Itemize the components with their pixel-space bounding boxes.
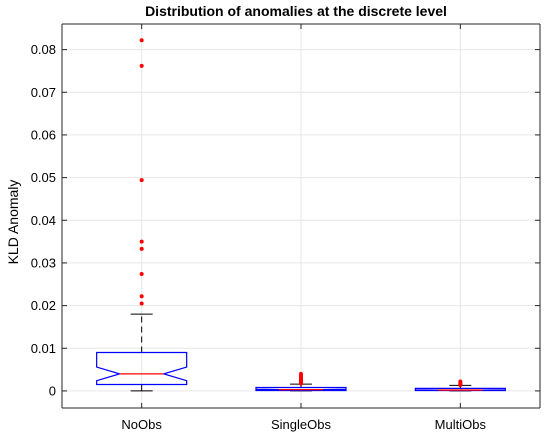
y-tick-label: 0.08: [31, 42, 56, 57]
outlier-point: [139, 178, 144, 183]
outlier-point: [458, 382, 463, 387]
grid-lines: [62, 24, 540, 408]
box-body: [414, 387, 506, 392]
box-body: [96, 351, 188, 386]
outlier-point: [139, 301, 144, 306]
box-body: [255, 386, 347, 392]
y-tick-label: 0.07: [31, 85, 56, 100]
outlier-point: [139, 63, 144, 68]
chart-title: Distribution of anomalies at the discret…: [145, 3, 447, 19]
y-tick-label: 0.01: [31, 341, 56, 356]
x-category-label: MultiObs: [435, 417, 487, 432]
y-tick-label: 0: [49, 383, 56, 398]
outlier-point: [299, 381, 303, 386]
box-multiobs: [414, 379, 506, 392]
outlier-point: [139, 294, 144, 299]
y-tick-label: 0.03: [31, 255, 56, 270]
y-tick-label: 0.04: [31, 213, 56, 228]
boxes-group: [96, 38, 506, 392]
outlier-point: [139, 38, 144, 43]
y-tick-label: 0.05: [31, 170, 56, 185]
x-category-label: NoObs: [121, 417, 162, 432]
axes-group: 0 0.01 0.02 0.03 0.04 0.05 0.06 0.07 0.08 NoObs Si…: [31, 23, 541, 432]
y-tick-label: 0.06: [31, 127, 56, 142]
x-category-label: SingleObs: [271, 417, 331, 432]
y-tick-label: 0.02: [31, 298, 56, 313]
y-axis-label: KLD Anomaly: [5, 180, 21, 265]
outlier-point: [139, 272, 144, 277]
box-singleobs: [255, 371, 347, 392]
outlier-point: [139, 246, 144, 251]
outlier-point: [139, 239, 144, 244]
box-noobs: [96, 38, 188, 392]
